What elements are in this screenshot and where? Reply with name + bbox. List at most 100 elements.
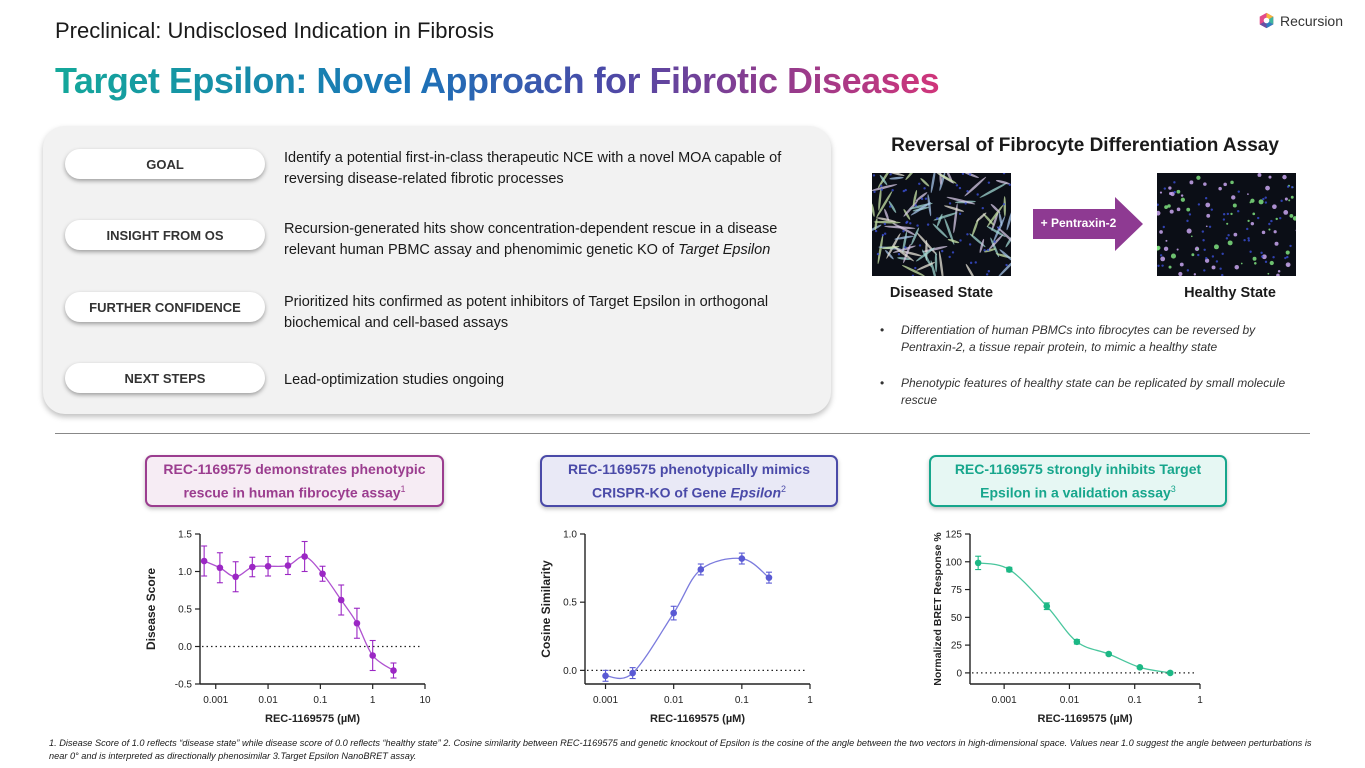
- cell-mark: [976, 212, 987, 222]
- cell-mark: [991, 211, 999, 231]
- cell-mark: [1163, 246, 1169, 252]
- cell-mark: [944, 217, 955, 245]
- cell-mark: [1180, 197, 1185, 202]
- cell-mark: [1006, 209, 1011, 231]
- nucleus-mark: [948, 255, 951, 259]
- data-point: [390, 667, 397, 674]
- nucleus-mark: [958, 212, 962, 216]
- cell-mark: [884, 225, 916, 229]
- nucleus-mark: [987, 270, 991, 273]
- cell-mark: [897, 257, 911, 260]
- data-point: [1166, 669, 1174, 677]
- cell-mark: [1206, 213, 1211, 218]
- cell-mark: [1186, 207, 1191, 212]
- cell-mark: [1160, 256, 1166, 262]
- cell-mark: [1284, 197, 1288, 201]
- nucleus-mark: [897, 253, 901, 256]
- nucleus-mark: [1279, 216, 1282, 220]
- cell-mark: [997, 259, 1011, 276]
- assay-bullet-2: Phenotypic features of healthy state can…: [876, 375, 1306, 409]
- cell-mark: [953, 203, 958, 234]
- y-tick-label: 0.5: [563, 598, 577, 609]
- cell-mark: [1261, 254, 1267, 260]
- goal-text: Identify a potential first-in-class ther…: [284, 150, 782, 187]
- nucleus-mark: [1222, 218, 1226, 221]
- cell-mark: [1176, 189, 1181, 194]
- nucleus-mark: [966, 233, 969, 236]
- next-steps-pill: NEXT STEPS: [65, 363, 265, 393]
- nucleus-mark: [1221, 273, 1224, 276]
- nucleus-mark: [905, 221, 908, 224]
- nucleus-mark: [1284, 256, 1287, 260]
- cell-mark: [1204, 258, 1210, 263]
- cell-mark: [1232, 203, 1237, 208]
- x-axis-label: REC-1169575 (µM): [1038, 713, 1133, 725]
- cell-mark: [1254, 262, 1257, 265]
- cell-mark: [888, 200, 897, 213]
- cell-mark: [1252, 256, 1257, 261]
- data-point: [602, 672, 609, 680]
- cell-mark: [921, 246, 948, 253]
- cell-mark: [1179, 262, 1184, 267]
- cell-mark: [1213, 244, 1219, 250]
- nucleus-mark: [916, 224, 919, 227]
- confidence-text: Prioritized hits confirmed as potent inh…: [284, 294, 769, 331]
- nucleus-mark: [1186, 269, 1190, 272]
- cell-mark: [1233, 232, 1238, 237]
- cell-mark: [912, 190, 918, 206]
- cell-mark: [947, 238, 960, 244]
- cell-mark: [1276, 273, 1280, 276]
- highlight-crispr-mimic: REC-1169575 phenotypically mimics CRISPR-…: [540, 455, 838, 507]
- cell-mark: [964, 176, 987, 197]
- x-tick-label: 0.01: [1060, 695, 1080, 706]
- data-point: [974, 559, 982, 567]
- y-tick-label: 0.0: [563, 666, 577, 677]
- cell-mark: [1196, 175, 1201, 180]
- cell-mark: [884, 208, 889, 221]
- y-axis-label: Normalized BRET Response %: [932, 532, 944, 686]
- bret-response-chart: 0 25 50 75 100 125 0.001 0.01 0.1 1 REC-1169575 (µ…: [932, 530, 1203, 726]
- cell-mark: [1168, 186, 1172, 190]
- nucleus-mark: [904, 188, 907, 192]
- nucleus-mark: [1270, 219, 1273, 223]
- data-point: [264, 562, 272, 570]
- x-tick-label: 0.1: [735, 695, 749, 706]
- y-tick-label: 125: [945, 530, 962, 541]
- x-axis-label: REC-1169575 (µM): [265, 713, 360, 725]
- nucleus-mark: [1197, 253, 1200, 257]
- nucleus-mark: [1226, 212, 1230, 216]
- nucleus-mark: [874, 229, 878, 233]
- nucleus-mark: [1002, 203, 1006, 206]
- cell-mark: [1283, 210, 1289, 215]
- cell-mark: [1223, 182, 1227, 187]
- next-steps-text: Lead-optimization studies ongoing: [284, 372, 505, 388]
- nucleus-mark: [985, 273, 989, 276]
- nucleus-mark: [883, 232, 887, 235]
- cell-mark: [1218, 186, 1222, 191]
- cell-mark: [999, 249, 1011, 262]
- fit-curve: [978, 562, 1171, 674]
- nucleus-mark: [1268, 222, 1271, 226]
- cell-mark: [915, 247, 935, 262]
- recursion-logo-icon: [1259, 12, 1274, 29]
- data-point: [1105, 650, 1113, 658]
- nucleus-mark: [993, 240, 996, 243]
- cell-mark: [995, 179, 1011, 185]
- cell-mark: [1285, 262, 1291, 268]
- x-tick-label: 0.01: [664, 695, 684, 706]
- nucleus-mark: [1264, 196, 1267, 199]
- cell-mark: [900, 250, 923, 257]
- cell-mark: [1268, 228, 1271, 231]
- cell-mark: [872, 203, 875, 217]
- nucleus-mark: [1202, 239, 1205, 242]
- footnote: 1. Disease Score of 1.0 reflects “diseas…: [49, 738, 1312, 761]
- cell-mark: [983, 248, 996, 253]
- nucleus-mark: [914, 266, 917, 270]
- cell-mark: [1282, 174, 1287, 180]
- data-point: [216, 564, 224, 572]
- nucleus-mark: [1002, 173, 1006, 175]
- nucleus-mark: [1159, 254, 1163, 257]
- nucleus-mark: [1280, 199, 1283, 203]
- nucleus-mark: [1201, 230, 1205, 233]
- nucleus-mark: [1246, 227, 1249, 231]
